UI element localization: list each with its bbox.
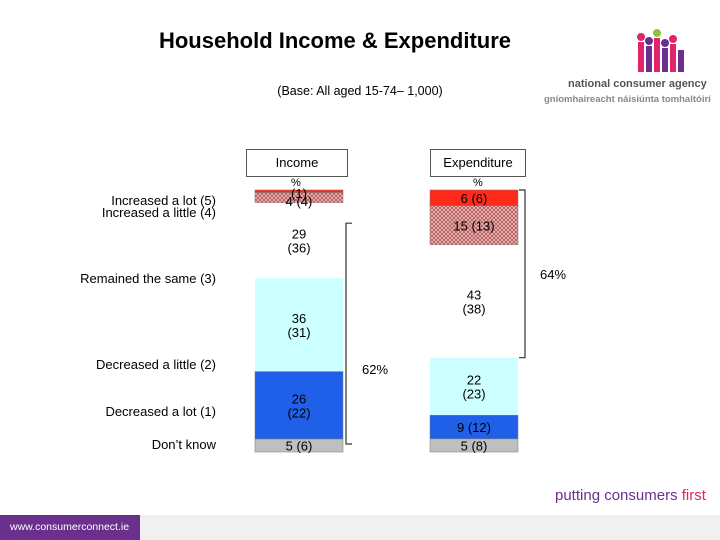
- bar-expenditure-decreased-a-little-2: [430, 357, 518, 416]
- bar-expenditure-increased-a-little-4: [429, 205, 519, 246]
- data-label-expenditure-increased-a-little-4: 15 (13): [453, 218, 494, 233]
- row-label-increased-a-lot: Increased a lot (5): [111, 193, 216, 208]
- figures-icon: [637, 29, 684, 72]
- expenditure-increase-bracket: [519, 189, 526, 359]
- bar-income-decreased-a-lot-1: [254, 371, 344, 440]
- data-label-expenditure-decreased-a-little-2: 22 (23): [462, 373, 485, 402]
- income-decrease-bracket: [345, 222, 352, 445]
- data-label-expenditure-remained-the-same-3: 43 (38): [462, 287, 485, 316]
- data-label-income-increased-a-little-4: 4 (4): [286, 194, 313, 209]
- expenditure-unit: %: [473, 177, 483, 189]
- chart-subtitle: (Base: All aged 15-74– 1,000): [277, 84, 443, 98]
- footer-url-panel: [0, 515, 140, 540]
- tagline-highlight: first: [681, 487, 706, 504]
- tagline: putting consumers first: [555, 487, 706, 504]
- row-label-remained-same: Remained the same (3): [80, 271, 216, 286]
- bar-expenditure-remained-the-same-3: [430, 245, 518, 358]
- logo-irish: gníomhaireacht náisiúnta tomhaltóirí: [544, 94, 711, 105]
- footer-url: www.consumerconnect.ie: [10, 521, 130, 533]
- bar-income-don-t-know: [254, 438, 344, 453]
- row-label-dont-know: Don’t know: [151, 437, 216, 452]
- tagline-text: putting consumers: [555, 487, 682, 504]
- bar-expenditure-don-t-know: [429, 438, 519, 453]
- chart-title: Household Income & Expenditure: [158, 28, 512, 53]
- logo-name: national consumer agency: [568, 78, 707, 90]
- column-header-income: Income: [246, 149, 348, 177]
- data-label-expenditure-decreased-a-lot-1: 9 (12): [457, 420, 491, 435]
- data-label-income-decreased-a-little-2: 36 (31): [287, 311, 310, 340]
- data-label-income-increased-a-lot-5: (1): [291, 186, 307, 201]
- data-label-expenditure-don-t-know: 5 (8): [461, 438, 488, 453]
- row-label-decreased-a-little: Decreased a little (2): [96, 357, 216, 372]
- agency-logo: [637, 29, 684, 72]
- row-label-decreased-a-lot: Decreased a lot (1): [105, 404, 216, 419]
- data-label-income-decreased-a-lot-1: 26 (22): [287, 391, 310, 420]
- data-label-income-remained-the-same-3: 29 (36): [287, 227, 310, 256]
- data-label-income-don-t-know: 5 (6): [286, 439, 313, 454]
- bar-income-remained-the-same-3: [255, 202, 343, 279]
- income-decrease-label: 62%: [362, 362, 388, 377]
- column-header-expenditure: Expenditure: [430, 149, 526, 177]
- row-label-increased-a-little: Increased a little (4): [101, 205, 216, 220]
- data-label-expenditure-increased-a-lot-5: 6 (6): [461, 191, 488, 206]
- bar-income-decreased-a-little-2: [255, 278, 343, 372]
- expenditure-increase-label: 64%: [540, 267, 566, 282]
- income-unit: %: [291, 177, 301, 189]
